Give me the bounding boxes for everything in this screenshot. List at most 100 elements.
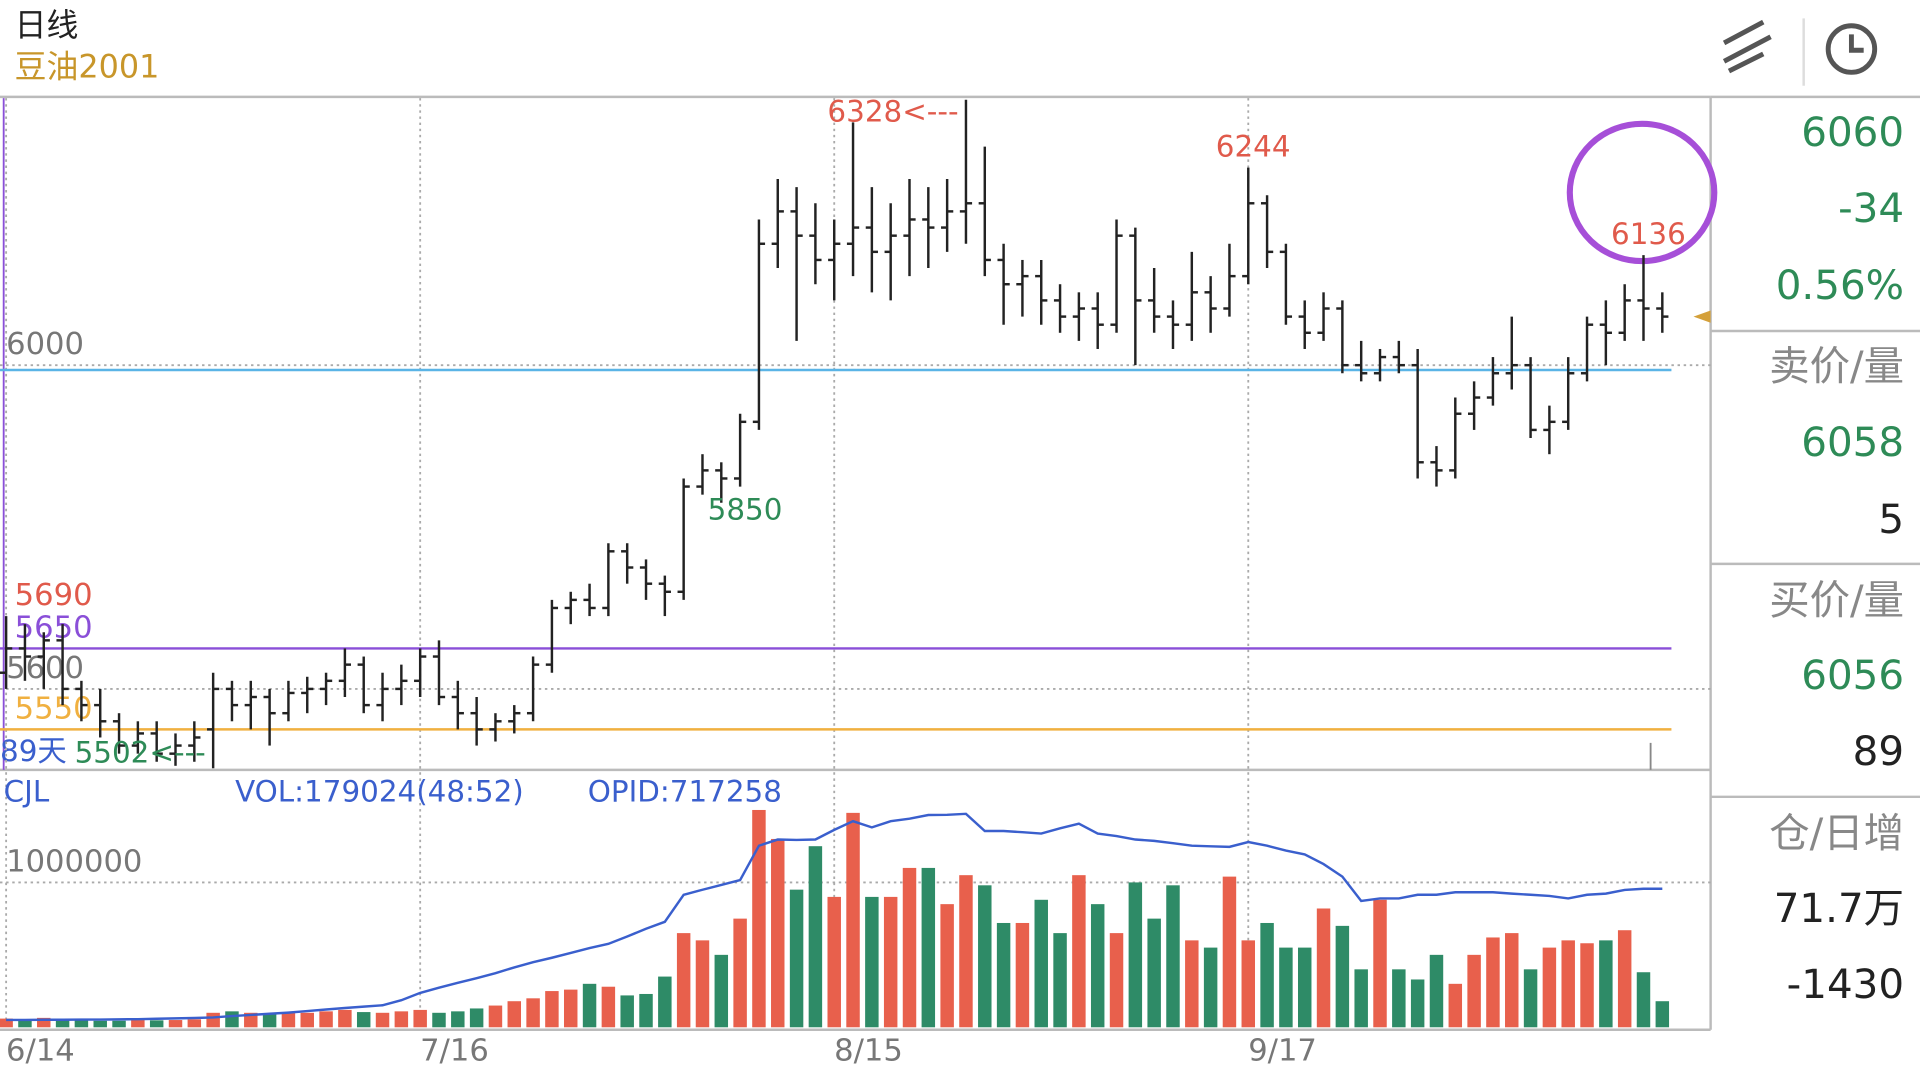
volume-bar: [789, 889, 804, 1028]
volume-bar: [1505, 933, 1519, 1028]
volume-bar: [1241, 940, 1256, 1028]
volume-bar: [1448, 983, 1463, 1028]
volume-bar: [74, 1020, 89, 1028]
annotation: 6136: [1611, 217, 1686, 251]
clock-icon[interactable]: [1825, 23, 1878, 75]
volume-bar: [131, 1020, 145, 1028]
volume-bar: [187, 1019, 202, 1028]
volume-bar: [469, 1008, 484, 1028]
last-price: 6060: [1801, 108, 1904, 156]
legend-label: VOL:179024(48:52): [235, 775, 524, 809]
change: -34: [1838, 184, 1904, 232]
x-tick-label: 7/16: [420, 1033, 489, 1068]
volume-bar: [356, 1012, 371, 1028]
volume-bar: [300, 1012, 314, 1028]
volume-bar: [526, 998, 540, 1028]
volume-bar: [902, 867, 917, 1028]
volume-bar: [1072, 875, 1086, 1028]
annotation: 6244: [1216, 130, 1291, 164]
last-price-marker: [1693, 310, 1711, 323]
volume-bar: [1373, 899, 1387, 1028]
volume-bar: [319, 1011, 333, 1028]
volume-bar: [206, 1012, 220, 1028]
volume-bar: [1617, 930, 1632, 1028]
volume-bar: [55, 1020, 70, 1028]
volume-bar: [1316, 908, 1331, 1028]
oi-title: 仓/日增: [1769, 809, 1904, 857]
volume-bar: [375, 1012, 390, 1028]
volume-bar: [1053, 933, 1067, 1028]
volume-bar: [112, 1020, 126, 1028]
y-tick-label: 6000: [6, 327, 84, 362]
volume-bar: [921, 867, 936, 1028]
volume-bar: [394, 1011, 409, 1028]
volume-bar: [545, 991, 559, 1028]
volume-bar: [714, 954, 729, 1028]
x-tick-label: 9/17: [1248, 1033, 1317, 1068]
volume-bar: [620, 995, 634, 1028]
annotation: 5850: [708, 493, 783, 527]
days-label: 89天: [0, 734, 67, 768]
volume-bar: [338, 1009, 352, 1028]
volume-bar: [1260, 922, 1274, 1028]
volume-bar: [1486, 937, 1500, 1028]
volume-bar: [978, 885, 992, 1028]
open-interest: 71.7万: [1774, 884, 1904, 932]
volume-bar: [93, 1020, 107, 1028]
volume-bar: [413, 1009, 427, 1028]
volume-bar: [865, 896, 879, 1028]
volume-bar: [601, 986, 616, 1028]
annotation: 5502<---: [75, 735, 206, 769]
period: 日线: [15, 6, 79, 44]
volume-bar: [827, 896, 841, 1028]
volume-bar: [1015, 922, 1030, 1028]
volume-bar: [244, 1012, 258, 1028]
volume-bar: [1335, 925, 1350, 1028]
x-tick-label: 6/14: [6, 1033, 75, 1068]
volume-bar: [262, 1013, 277, 1028]
quote-panel: 6060 -34 0.56% 卖价/量 6058 5 买价/量 6056 89 …: [1710, 108, 1920, 1008]
panel-title: CJL: [4, 775, 50, 809]
volume-bar: [1354, 969, 1368, 1028]
bid-volume: 89: [1853, 727, 1904, 775]
volume-bar: [564, 989, 578, 1028]
volume-bar: [1166, 885, 1180, 1028]
volume-bar: [996, 922, 1011, 1028]
level-label: 5550: [15, 691, 93, 726]
volume-bar: [225, 1011, 239, 1028]
volume-bar: [1297, 947, 1312, 1028]
volume-bar: [1109, 933, 1124, 1028]
oi-change: -1430: [1787, 960, 1904, 1008]
volume-bar: [1523, 969, 1538, 1028]
volume-bar: [432, 1012, 446, 1028]
volume-bar: [733, 918, 747, 1028]
oi-line: [6, 812, 1663, 1022]
bid-title: 买价/量: [1769, 576, 1904, 624]
volume-bar: [883, 896, 898, 1028]
volume-bar: [1147, 918, 1161, 1028]
volume-bar: [771, 838, 785, 1028]
volume-bar: [1128, 882, 1143, 1028]
volume-bar: [451, 1011, 465, 1028]
level-label: 5690: [15, 578, 93, 613]
icon-stroke: [1825, 23, 1878, 75]
volume-bar: [752, 809, 766, 1028]
volume-bar: [1467, 954, 1481, 1028]
volume-bar: [1655, 1001, 1670, 1028]
volume-bar: [695, 940, 710, 1028]
volume-bar: [808, 846, 823, 1028]
volume-bar: [1034, 899, 1048, 1028]
volume-bar: [1185, 940, 1199, 1028]
volume-bar: [1410, 979, 1425, 1028]
volume-bar: [1599, 940, 1613, 1028]
legend-label: OPID:717258: [588, 775, 782, 809]
change-pct: 0.56%: [1776, 261, 1904, 309]
level-label: 5650: [15, 610, 93, 645]
volume-bar: [1580, 943, 1594, 1028]
volume-bar: [959, 875, 973, 1028]
draw-tool-icon[interactable]: [1722, 19, 1772, 74]
volume-bar: [1203, 947, 1218, 1028]
bid-price: 6056: [1801, 651, 1904, 699]
volume-bar: [37, 1017, 51, 1028]
